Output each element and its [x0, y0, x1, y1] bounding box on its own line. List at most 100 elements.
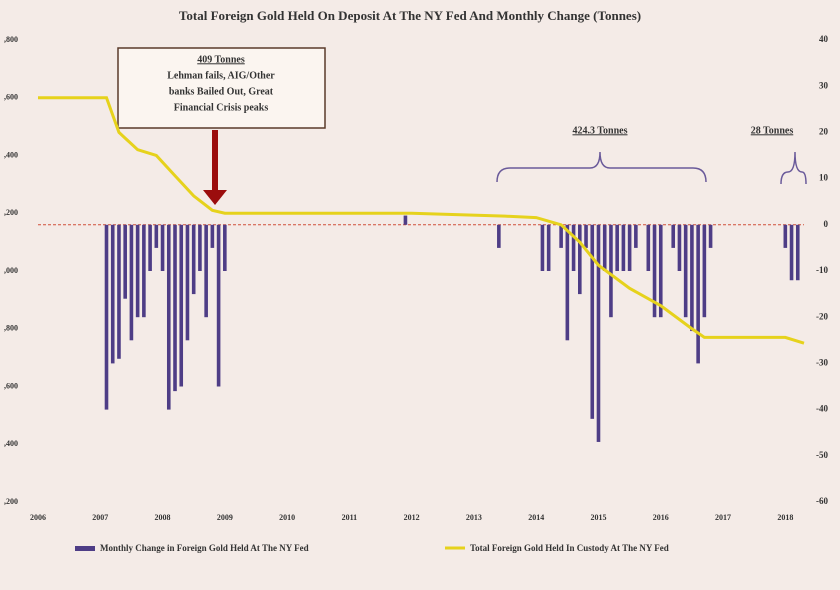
annotation: 424.3 Tonnes — [572, 125, 627, 136]
bracket — [496, 151, 707, 183]
y-tick-label: ,200 — [4, 208, 18, 217]
annotation: 409 Tonnes — [197, 54, 245, 65]
bar — [708, 224, 713, 248]
y2-tick-label: 20 — [819, 126, 829, 136]
bar — [590, 224, 595, 419]
arrow-head — [203, 190, 227, 205]
bar — [166, 224, 171, 410]
y-tick-label: ,200 — [4, 497, 18, 506]
x-tick-label: 2017 — [715, 513, 731, 522]
x-tick-label: 2014 — [528, 513, 544, 522]
bar — [609, 224, 613, 318]
bar — [584, 224, 588, 248]
bar — [627, 224, 632, 271]
bar — [658, 224, 663, 318]
y2-tick-label: 0 — [824, 219, 829, 229]
bar — [646, 224, 651, 271]
bar — [104, 224, 109, 410]
bar — [565, 224, 570, 341]
x-tick-label: 2010 — [279, 513, 295, 522]
bar — [652, 224, 657, 318]
bar — [546, 224, 551, 271]
bar — [142, 224, 146, 318]
bar — [497, 224, 501, 248]
bar — [578, 224, 582, 295]
x-tick-label: 2016 — [653, 513, 669, 522]
x-tick-label: 2018 — [777, 513, 793, 522]
bar — [403, 215, 408, 225]
x-tick-label: 2013 — [466, 513, 482, 522]
bar — [123, 224, 127, 299]
legend-key — [75, 546, 95, 551]
chart-title: Total Foreign Gold Held On Deposit At Th… — [179, 8, 641, 23]
x-tick-label: 2012 — [404, 513, 420, 522]
legend-label: Monthly Change in Foreign Gold Held At T… — [100, 543, 309, 553]
x-tick-label: 2008 — [155, 513, 171, 522]
bar — [173, 224, 177, 392]
bar — [198, 224, 202, 271]
bar — [596, 224, 601, 442]
y-tick-label: ,400 — [4, 439, 18, 448]
bar — [216, 224, 221, 387]
bar — [135, 224, 140, 318]
bar — [129, 224, 134, 341]
y-tick-label: ,600 — [4, 381, 18, 390]
bar — [690, 224, 694, 332]
bar — [702, 224, 707, 318]
bar — [696, 224, 700, 364]
y2-tick-label: 10 — [819, 173, 829, 183]
y-tick-label: ,400 — [4, 150, 18, 159]
annotation: Financial Crisis peaks — [174, 102, 269, 113]
bar — [204, 224, 208, 318]
annotation: 28 Tonnes — [751, 125, 794, 136]
bar — [789, 224, 794, 281]
bar — [223, 224, 227, 271]
bar — [110, 224, 115, 364]
x-tick-label: 2007 — [92, 513, 108, 522]
bar — [160, 224, 165, 271]
bar — [540, 224, 545, 271]
bar — [559, 224, 563, 248]
y-tick-label: ,800 — [4, 324, 18, 333]
bar — [154, 224, 159, 248]
line — [38, 96, 805, 345]
x-tick-label: 2006 — [30, 513, 46, 522]
annotation: Lehman fails, AIG/Other — [167, 70, 275, 81]
bar — [677, 224, 682, 271]
bar — [795, 224, 800, 281]
bar — [683, 224, 688, 318]
bar — [634, 224, 638, 248]
y-tick-label: ,600 — [4, 93, 18, 102]
y2-tick-label: -50 — [816, 450, 828, 460]
y2-tick-label: -20 — [816, 311, 828, 321]
bar — [615, 224, 619, 271]
x-tick-label: 2015 — [590, 513, 606, 522]
x-tick-label: 2009 — [217, 513, 233, 522]
y-tick-label: ,000 — [4, 266, 18, 275]
bar — [783, 224, 788, 248]
bar — [191, 224, 196, 295]
y2-tick-label: 40 — [819, 34, 829, 44]
bar — [210, 224, 215, 248]
bar — [185, 224, 190, 341]
bar — [621, 224, 626, 271]
bracket — [780, 151, 807, 185]
y2-tick-label: -40 — [816, 404, 828, 414]
y2-tick-label: -30 — [816, 357, 828, 367]
bar — [671, 224, 676, 248]
y2-tick-label: -60 — [816, 496, 828, 506]
y2-tick-label: 30 — [819, 80, 829, 90]
y2-tick-label: -10 — [816, 265, 828, 275]
legend-label: Total Foreign Gold Held In Custody At Th… — [470, 543, 669, 553]
x-tick-label: 2011 — [342, 513, 358, 522]
bar — [117, 224, 121, 359]
bar — [571, 224, 576, 271]
bar — [148, 224, 152, 271]
annotation: banks Bailed Out, Great — [169, 86, 274, 97]
bar — [602, 224, 607, 271]
annotation-box — [117, 47, 326, 129]
y-tick-label: ,800 — [4, 35, 18, 44]
bar — [179, 224, 184, 387]
